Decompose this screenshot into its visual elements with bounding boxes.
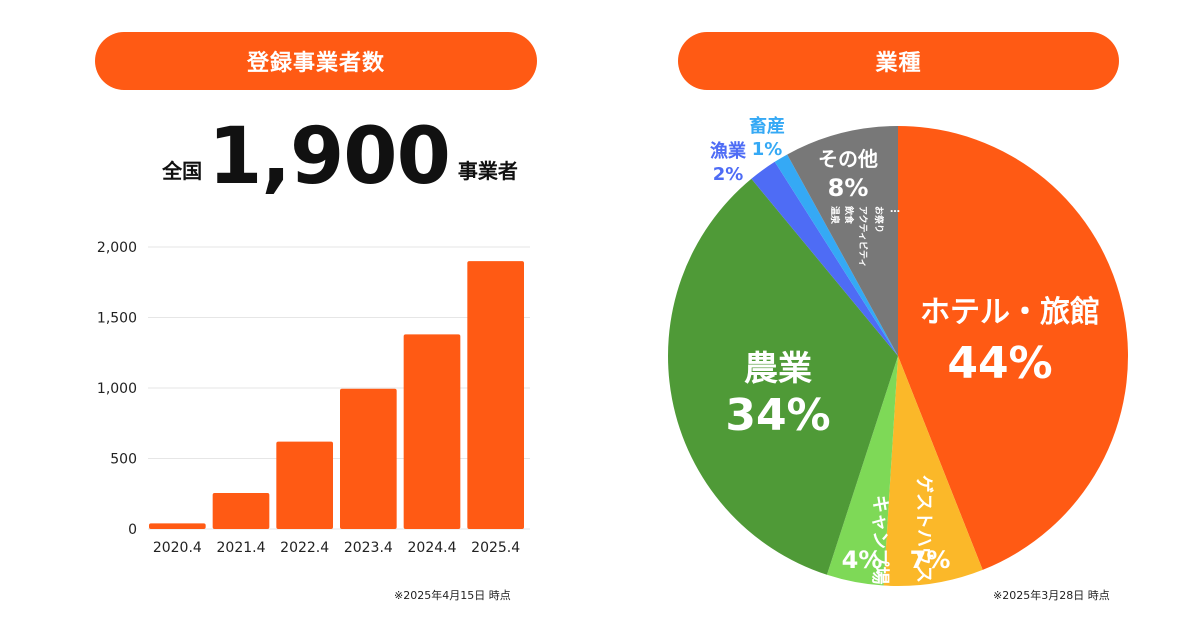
pie-slice-percent: 2% (713, 164, 744, 185)
x-tick-label: 2021.4 (217, 540, 266, 556)
pie-slice-label: 畜産 (749, 115, 785, 137)
pie-slice-label: その他 (818, 147, 878, 171)
registered-count-header: 登録事業者数 (95, 32, 537, 90)
total-prefix: 全国 (162, 159, 203, 183)
x-tick-label: 2025.4 (471, 540, 520, 556)
pie-slice-その他 (787, 126, 898, 356)
pie-slice-percent: 34% (725, 390, 830, 441)
other-sub-label: … (890, 204, 900, 215)
pie-slice-ホテル・旅館 (898, 126, 1128, 570)
pie-slice-ゲストハウス (883, 356, 983, 586)
bar-2022.4 (276, 441, 333, 529)
total-count: 全国 1,900 事業者 (150, 118, 530, 196)
industry-header: 業種 (678, 32, 1119, 90)
pie-slice-percent: 4% (842, 546, 883, 574)
other-sub-label: お祭り (873, 206, 885, 233)
pie-slice-percent: 44% (947, 338, 1052, 389)
y-tick-label: 1,000 (97, 381, 137, 397)
other-sub-label: 飲食 (843, 205, 855, 225)
x-tick-label: 2020.4 (153, 540, 202, 556)
x-tick-label: 2022.4 (280, 540, 329, 556)
total-suffix: 事業者 (457, 159, 518, 183)
x-tick-label: 2024.4 (408, 540, 457, 556)
pie-slice-農業 (667, 178, 898, 575)
pie-slice-label: ホテル・旅館 (920, 295, 1100, 330)
bar-2020.4 (149, 523, 206, 529)
pie-slice-percent: 7% (910, 546, 951, 574)
pie-slice-label: ゲストハウス (913, 475, 935, 583)
bar-2023.4 (340, 388, 397, 529)
pie-slice-label: 漁業 (710, 140, 747, 162)
bar-2024.4 (403, 334, 461, 529)
pie-chart-date-note: ※2025年3月28日 時点 (993, 589, 1110, 602)
other-sub-label: 温泉 (829, 206, 841, 225)
bar-chart-date-note: ※2025年4月15日 時点 (394, 589, 511, 602)
pie-slice-percent: 1% (752, 139, 783, 160)
pie-slice-畜産 (774, 154, 898, 356)
other-sub-label: アクティビティ (857, 206, 869, 267)
total-value: 1,900 (208, 112, 451, 202)
y-tick-label: 500 (110, 452, 137, 468)
pie-slice-percent: 8% (828, 174, 869, 202)
pie-slice-label: キャンプ場 (869, 495, 891, 584)
bar-2021.4 (212, 493, 270, 529)
y-tick-label: 2,000 (97, 240, 137, 256)
x-tick-label: 2023.4 (344, 540, 393, 556)
pie-slice-label: 農業 (744, 349, 812, 389)
pie-slice-漁業 (751, 161, 898, 356)
y-tick-label: 1,500 (97, 311, 137, 327)
pie-slice-キャンプ場 (826, 356, 898, 586)
y-tick-label: 0 (128, 522, 137, 538)
bar-2025.4 (467, 261, 524, 529)
